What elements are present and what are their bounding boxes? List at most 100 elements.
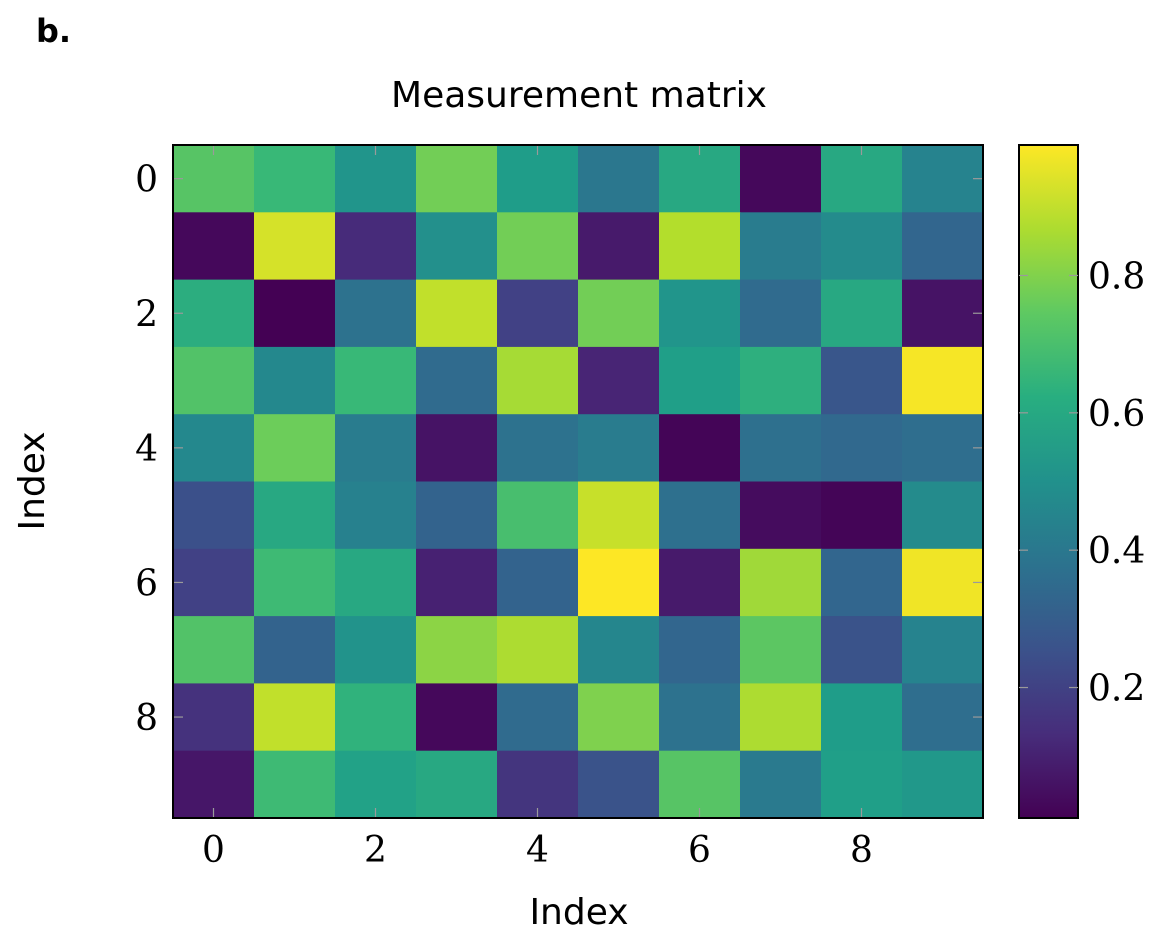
heatmap-cell-r4-c1 (254, 414, 336, 483)
heatmap-cell-r6-c7 (740, 548, 822, 617)
heatmap-cell-r9-c5 (578, 750, 660, 819)
chart-title: Measurement matrix (391, 75, 767, 116)
heatmap-cell-r4-c4 (497, 414, 579, 483)
heatmap-cell-r3-c1 (254, 346, 336, 415)
heatmap-cell-r7-c3 (416, 616, 498, 684)
y-tick-label: 8 (135, 698, 158, 739)
heatmap-cell-r1-c7 (740, 212, 822, 281)
x-tick-label: 6 (688, 830, 711, 871)
plot-frame (172, 144, 984, 819)
heatmap-cell-r4-c7 (740, 414, 822, 483)
heatmap-cell-r5-c3 (416, 481, 498, 550)
heatmap-cell-r1-c2 (335, 212, 417, 281)
heatmap-cell-r6-c4 (497, 548, 579, 617)
heatmap-cell-r2-c5 (578, 279, 660, 348)
heatmap-cell-r9-c8 (821, 750, 903, 819)
x-tick-label: 4 (526, 830, 549, 871)
y-tick-label: 4 (135, 429, 158, 470)
heatmap-cell-r6-c2 (335, 548, 417, 617)
colorbar-tick-label: 0.4 (1088, 531, 1145, 572)
heatmap-cell-r6-c5 (578, 548, 660, 617)
heatmap-cell-r7-c7 (740, 616, 822, 684)
heatmap-cell-r4-c6 (659, 414, 741, 483)
x-tick-label: 8 (850, 830, 873, 871)
heatmap-cell-r9-c2 (335, 750, 417, 819)
heatmap-cell-r5-c6 (659, 481, 741, 550)
heatmap-cell-r9-c6 (659, 750, 741, 819)
heatmap-cell-r6-c3 (416, 548, 498, 617)
heatmap-cell-r0-c2 (335, 145, 417, 213)
heatmap-cell-r8-c2 (335, 683, 417, 752)
heatmap-cell-r3-c0 (173, 346, 255, 415)
heatmap-cell-r5-c0 (173, 481, 255, 550)
heatmap-cell-r6-c1 (254, 548, 336, 617)
heatmap-cell-r4-c3 (416, 414, 498, 483)
heatmap-cell-r1-c5 (578, 212, 660, 281)
heatmap-cell-r1-c3 (416, 212, 498, 281)
heatmap-cell-r7-c9 (902, 616, 984, 684)
y-tick-label: 6 (135, 563, 158, 604)
colorbar (1018, 144, 1079, 819)
y-tick-label: 2 (135, 294, 158, 335)
heatmap-cell-r7-c4 (497, 616, 579, 684)
heatmap-cell-r5-c8 (821, 481, 903, 550)
heatmap-cell-r8-c8 (821, 683, 903, 752)
heatmap-cell-r3-c3 (416, 346, 498, 415)
heatmap-cell-r7-c6 (659, 616, 741, 684)
heatmap-cell-r0-c4 (497, 145, 579, 213)
heatmap-cell-r0-c9 (902, 145, 984, 213)
colorbar-tick-label: 0.8 (1088, 256, 1145, 297)
heatmap-cell-r6-c8 (821, 548, 903, 617)
y-axis-label: Index (12, 431, 53, 530)
heatmap-cell-r4-c2 (335, 414, 417, 483)
heatmap-cell-r8-c0 (173, 683, 255, 752)
colorbar-tick-label: 0.6 (1088, 394, 1145, 435)
heatmap-cell-r9-c7 (740, 750, 822, 819)
heatmap-cell-r7-c1 (254, 616, 336, 684)
heatmap-cell-r8-c3 (416, 683, 498, 752)
heatmap-cell-r3-c9 (902, 346, 984, 415)
heatmap-cell-r2-c3 (416, 279, 498, 348)
heatmap-cell-r1-c8 (821, 212, 903, 281)
inner-tick-marks (173, 145, 983, 818)
heatmap-cell-r7-c5 (578, 616, 660, 684)
panel-label: b. (36, 12, 71, 50)
heatmap-cell-r4-c5 (578, 414, 660, 483)
heatmap-cell-r2-c4 (497, 279, 579, 348)
heatmap-cell-r2-c8 (821, 279, 903, 348)
heatmap-cell-r1-c0 (173, 212, 255, 281)
heatmap-cell-r3-c6 (659, 346, 741, 415)
heatmap-cell-r5-c2 (335, 481, 417, 550)
heatmap-cell-r2-c6 (659, 279, 741, 348)
y-tick-labels: 0 2 4 6 8 (135, 160, 158, 739)
heatmap-cell-r9-c1 (254, 750, 336, 819)
heatmap-cell-r0-c3 (416, 145, 498, 213)
heatmap-cell-r7-c2 (335, 616, 417, 684)
heatmap-cell-r1-c9 (902, 212, 984, 281)
heatmap-cell-r3-c5 (578, 346, 660, 415)
heatmap-cell-r8-c5 (578, 683, 660, 752)
heatmap-cell-r2-c7 (740, 279, 822, 348)
heatmap-cell-r2-c0 (173, 279, 255, 348)
heatmap-cell-r0-c8 (821, 145, 903, 213)
heatmap-cell-r6-c6 (659, 548, 741, 617)
heatmap-cell-r5-c4 (497, 481, 579, 550)
heatmap-cell-r0-c1 (254, 145, 336, 213)
y-tick-label: 0 (135, 160, 158, 201)
heatmap-cell-r5-c1 (254, 481, 336, 550)
colorbar-tick-label: 0.2 (1088, 669, 1145, 710)
heatmap-cell-r9-c4 (497, 750, 579, 819)
x-axis-label: Index (529, 892, 628, 933)
heatmap-cell-r2-c1 (254, 279, 336, 348)
heatmap-cell-r6-c9 (902, 548, 984, 617)
heatmap-cell-r9-c0 (173, 750, 255, 819)
heatmap-cell-r3-c4 (497, 346, 579, 415)
heatmap-cell-r8-c1 (254, 683, 336, 752)
heatmap-cell-r4-c0 (173, 414, 255, 483)
heatmap-cell-r0-c7 (740, 145, 822, 213)
heatmap-cell-r0-c5 (578, 145, 660, 213)
heatmap-cell-r4-c8 (821, 414, 903, 483)
x-tick-labels: 0 2 4 6 8 (202, 830, 873, 871)
heatmap-cell-r0-c6 (659, 145, 741, 213)
